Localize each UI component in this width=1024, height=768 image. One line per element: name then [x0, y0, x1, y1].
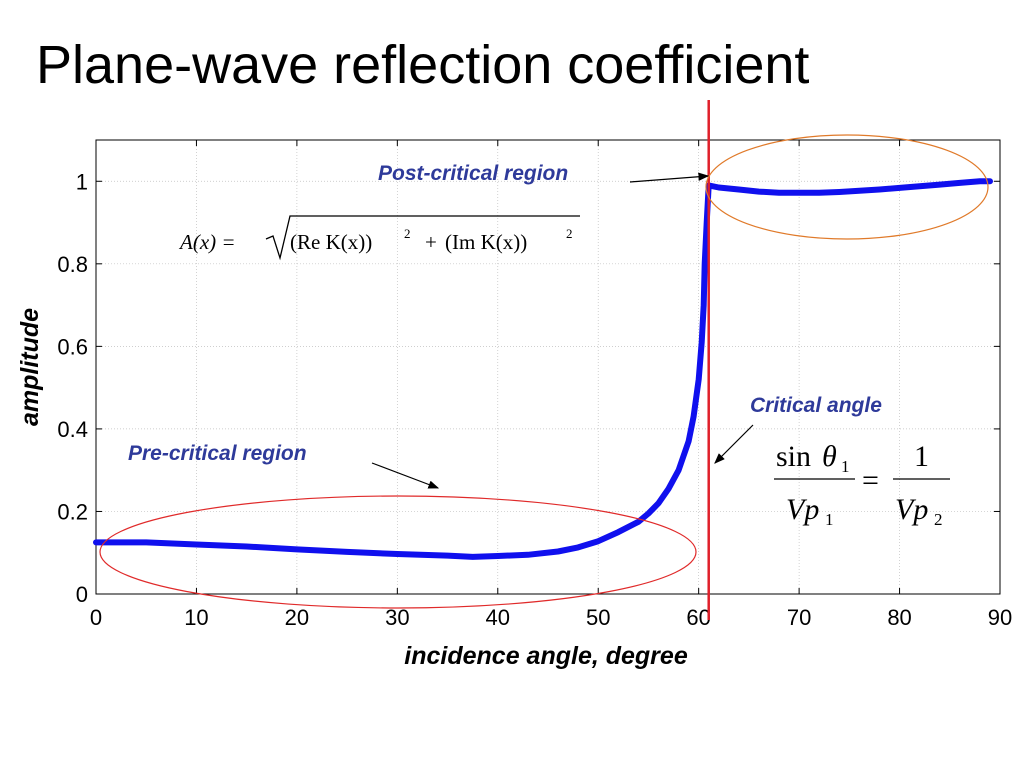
snell-equals: = [862, 464, 879, 497]
x-tick-label: 50 [586, 605, 610, 630]
plot-frame [95, 139, 1001, 595]
data-point [645, 511, 651, 517]
x-tick-label: 60 [686, 605, 710, 630]
data-point [445, 553, 451, 559]
data-point [937, 182, 943, 188]
data-point [816, 190, 822, 196]
data-point [555, 548, 561, 554]
snell-one: 1 [914, 440, 929, 473]
data-point [987, 178, 993, 184]
y-axis-label: amplitude [16, 308, 44, 426]
data-point [655, 500, 661, 506]
eq-plus: + [425, 230, 437, 254]
y-tick-label: 1 [76, 169, 88, 194]
data-point [856, 188, 862, 194]
data-point [676, 467, 682, 473]
eq-exp2: 2 [566, 226, 573, 241]
eq-term2: (Im K(x)) [445, 230, 527, 254]
eq-exp1: 2 [404, 226, 411, 241]
data-point [756, 189, 762, 195]
data-point [836, 189, 842, 195]
data-point [686, 438, 692, 444]
eq-term1: (Re K(x)) [290, 230, 372, 254]
data-point [699, 339, 705, 345]
data-point [776, 190, 782, 196]
pre-critical-arrow [371, 462, 440, 489]
x-tick-label: 20 [285, 605, 309, 630]
snell-theta-sub: 1 [841, 457, 850, 476]
y-tick-label: 0.4 [57, 417, 88, 442]
post-critical-label: Post-critical region [378, 162, 568, 185]
data-point [394, 551, 400, 557]
post-critical-ellipse [705, 134, 989, 240]
data-point [575, 544, 581, 550]
data-point [525, 552, 531, 558]
snell-vp2: Vp [895, 493, 928, 526]
x-tick-label: 30 [385, 605, 409, 630]
data-layer [93, 178, 993, 560]
critical-angle-label: Critical angle [750, 394, 882, 417]
y-tick-label: 0 [76, 582, 88, 607]
y-tick-label: 0.2 [57, 499, 88, 524]
snell-vp1: Vp [786, 493, 819, 526]
eq-lhs: A(x) = [178, 230, 236, 254]
amplitude-equation: A(x) = (Re K(x)) 2 + (Im K(x)) 2 [178, 215, 580, 261]
critical-angle-arrow [714, 424, 754, 464]
data-point [897, 185, 903, 191]
data-point [736, 187, 742, 193]
data-point [294, 546, 300, 552]
pre-critical-label: Pre-critical region [128, 442, 307, 465]
snell-theta: θ [822, 440, 837, 473]
data-point [244, 544, 250, 550]
data-point [702, 261, 708, 267]
y-tick-label: 0.6 [57, 334, 88, 359]
x-axis-label: incidence angle, degree [404, 642, 688, 670]
post-critical-arrow [629, 172, 710, 183]
data-point [796, 190, 802, 196]
data-point [691, 414, 697, 420]
data-point [957, 180, 963, 186]
data-point [635, 519, 641, 525]
grid-layer [95, 140, 1001, 595]
tick-layer: 0 10 20 30 40 50 60 70 80 90 0 0.2 0.4 0.6 0.8 1 [57, 140, 1012, 630]
pre-critical-ellipse [99, 495, 697, 609]
data-point [666, 486, 672, 492]
sqrt-sign [265, 215, 580, 261]
data-point [470, 554, 476, 560]
data-point [716, 184, 722, 190]
data-point [977, 178, 983, 184]
data-point [876, 187, 882, 193]
data-point [917, 183, 923, 189]
data-point [615, 529, 621, 535]
data-point [701, 302, 707, 308]
snell-equation: sin θ 1 Vp 1 = 1 Vp 2 [774, 440, 950, 529]
x-tick-label: 0 [90, 605, 102, 630]
x-tick-label: 40 [486, 605, 510, 630]
data-point [696, 376, 702, 382]
data-point [344, 549, 350, 555]
data-point [595, 538, 601, 544]
slide-title: Plane-wave reflection coefficient [36, 35, 810, 95]
x-tick-label: 80 [887, 605, 911, 630]
data-point [495, 553, 501, 559]
x-tick-label: 70 [787, 605, 811, 630]
data-point [93, 539, 99, 545]
data-point [143, 539, 149, 545]
data-point [193, 541, 199, 547]
x-tick-label: 90 [988, 605, 1012, 630]
y-tick-label: 0.8 [57, 252, 88, 277]
snell-vp1-sub: 1 [825, 510, 834, 529]
snell-vp2-sub: 2 [934, 510, 943, 529]
snell-sin: sin [776, 440, 811, 473]
x-tick-label: 10 [184, 605, 208, 630]
